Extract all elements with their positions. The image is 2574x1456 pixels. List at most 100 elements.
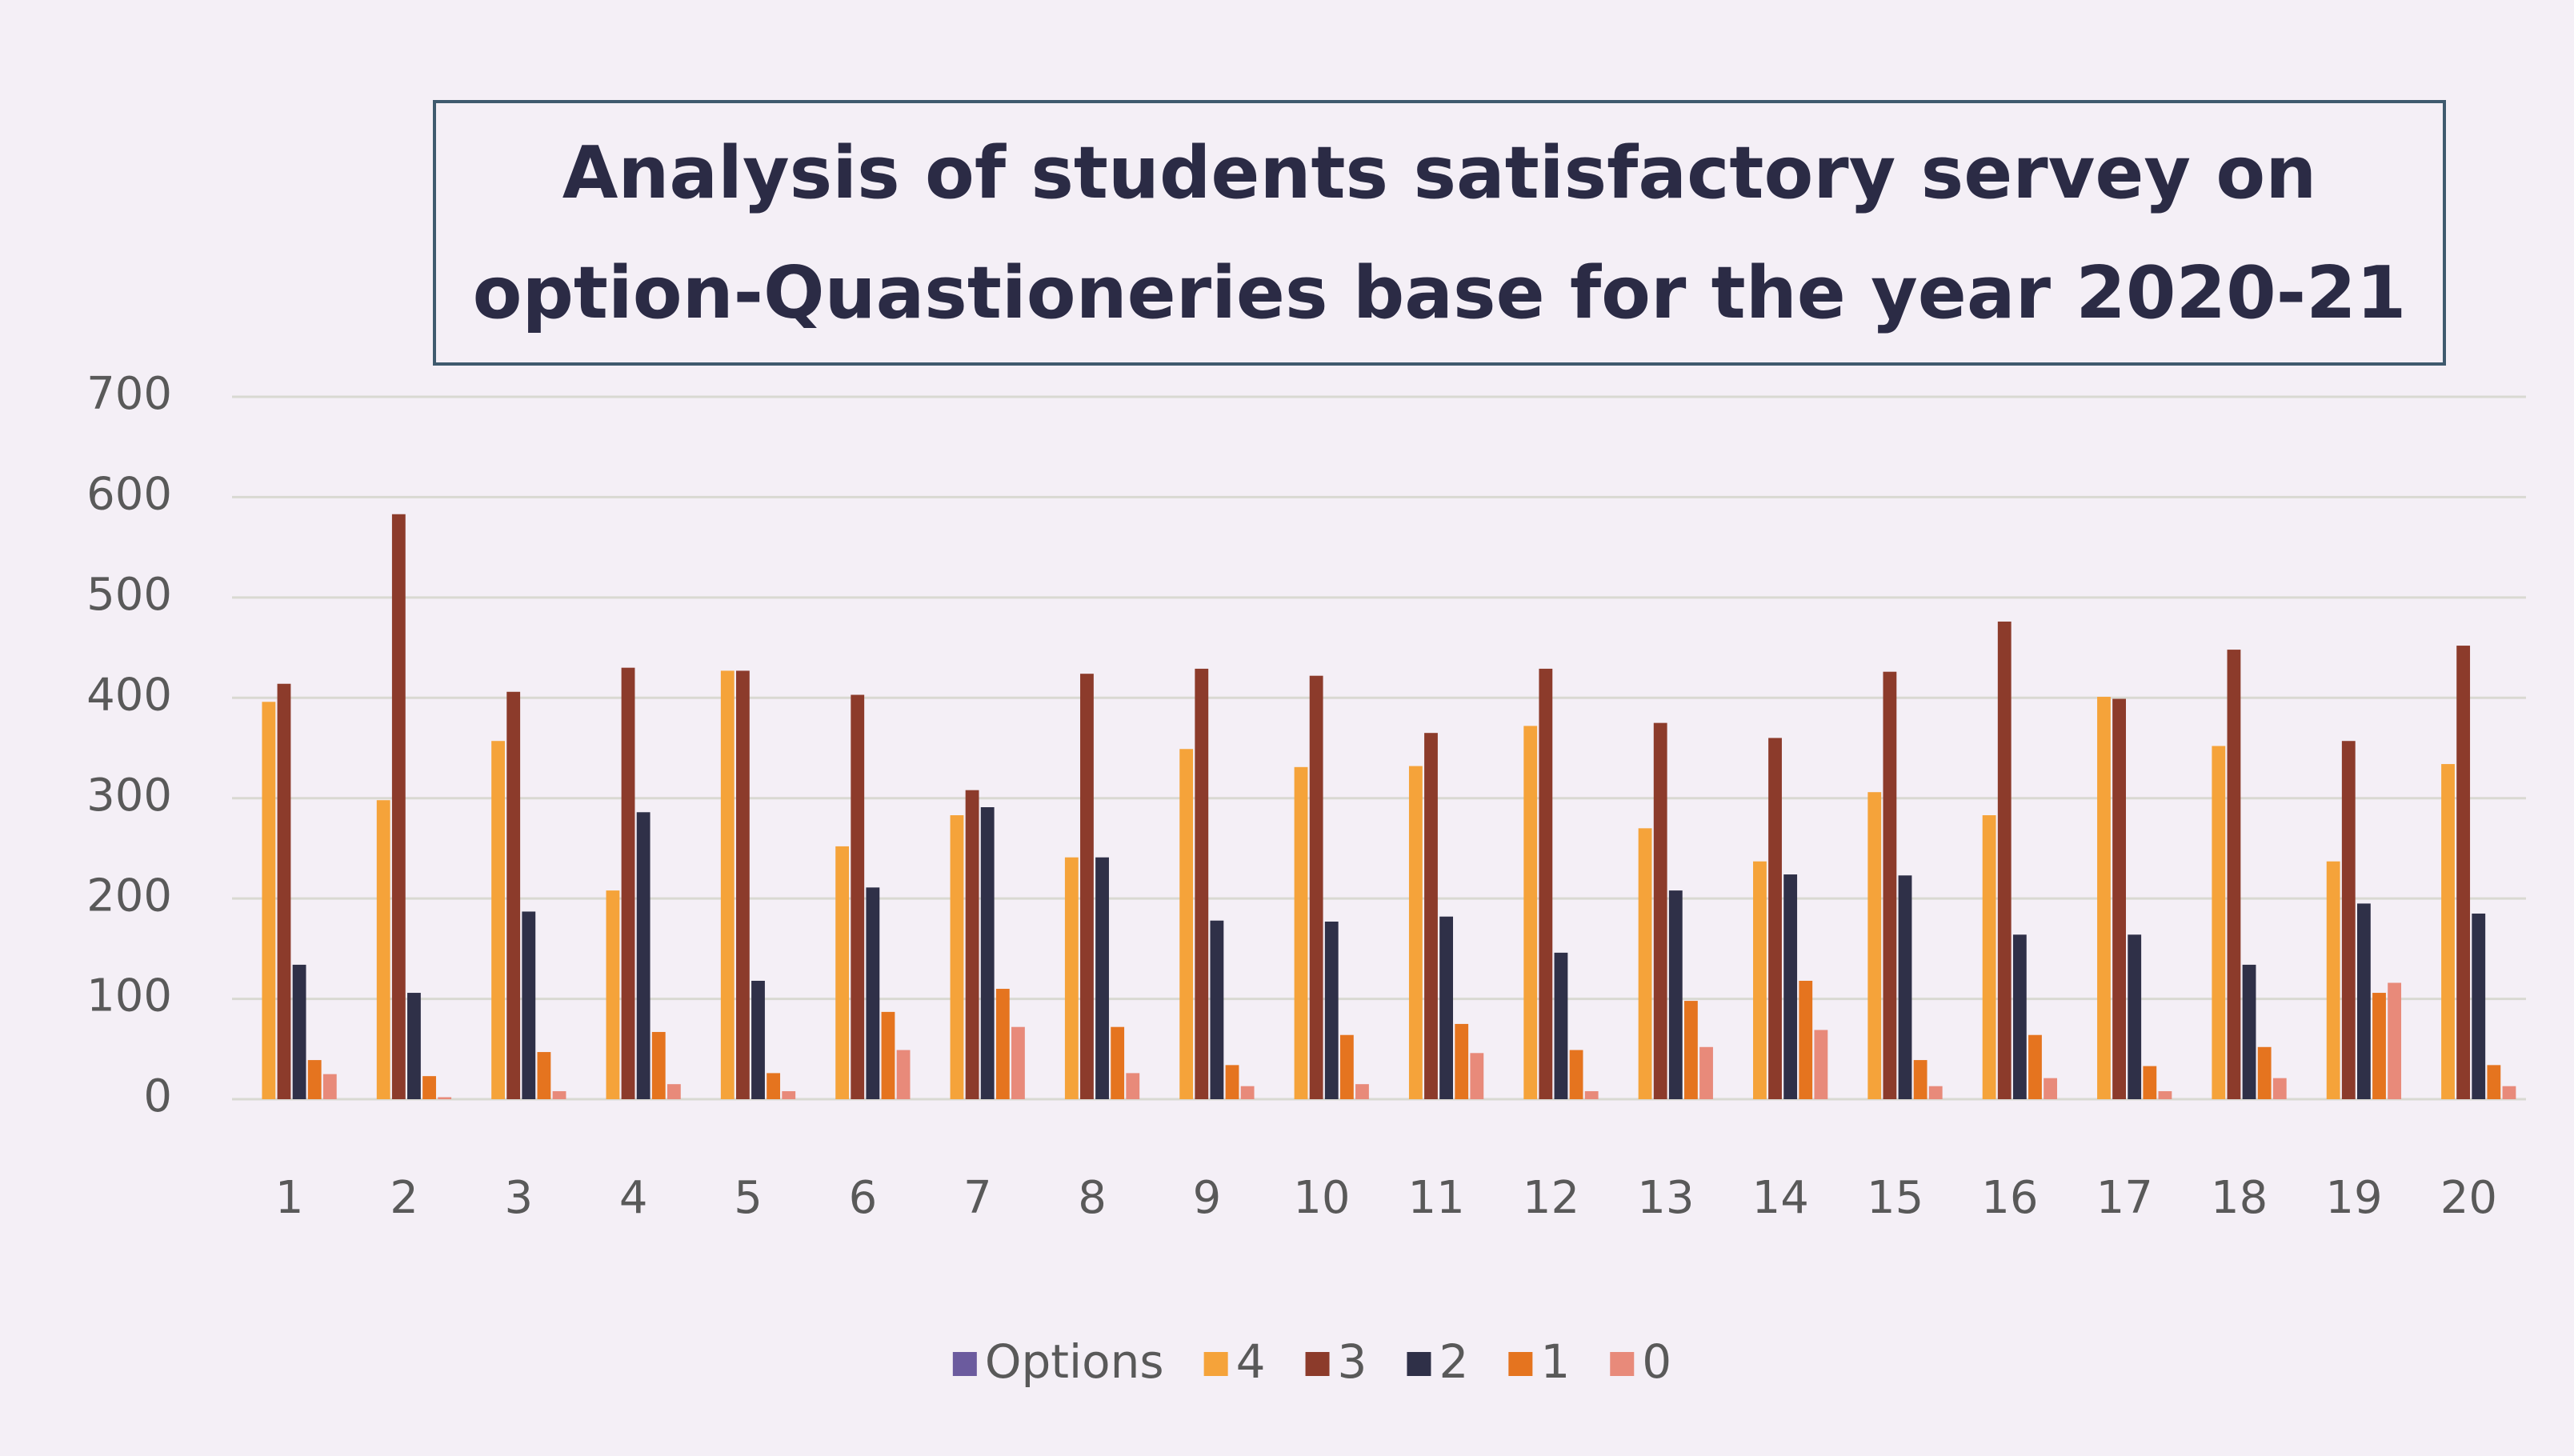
bar <box>2028 1034 2042 1099</box>
bar <box>2472 913 2486 1099</box>
bar <box>1080 674 1094 1099</box>
x-tick-label: 15 <box>1867 1172 1923 1224</box>
bar <box>1408 766 1423 1099</box>
bar <box>1584 1090 1599 1099</box>
bar <box>1799 980 1813 1099</box>
bar <box>1523 726 1538 1099</box>
bar <box>1539 668 1553 1099</box>
y-tick-label: 400 <box>86 669 172 721</box>
bar <box>1126 1073 1140 1099</box>
bar <box>2128 934 2142 1099</box>
bar <box>782 1090 796 1099</box>
bar <box>995 989 1010 1099</box>
bar <box>1554 952 1568 1099</box>
legend-label: Options <box>985 1334 1164 1389</box>
legend-swatch <box>1203 1352 1228 1376</box>
bar <box>1883 671 1897 1099</box>
x-tick-label: 19 <box>2325 1172 2382 1224</box>
bar <box>522 911 536 1099</box>
bar <box>2212 746 2226 1099</box>
bar <box>1867 792 1882 1099</box>
x-tick-label: 2 <box>390 1172 418 1224</box>
y-tick-label: 700 <box>86 368 172 420</box>
bar <box>391 514 406 1099</box>
bar <box>1225 1065 1239 1099</box>
bar <box>1179 749 1194 1099</box>
bar <box>651 1031 666 1099</box>
bar <box>322 1074 337 1099</box>
bar <box>1814 1030 1828 1099</box>
y-tick-label: 500 <box>86 569 172 621</box>
bar <box>2272 1078 2287 1099</box>
y-tick-label: 300 <box>86 770 172 822</box>
x-tick-label: 1 <box>275 1172 304 1224</box>
y-tick-label: 0 <box>143 1070 172 1122</box>
x-tick-label: 9 <box>1193 1172 1222 1224</box>
x-tick-label: 14 <box>1752 1172 1809 1224</box>
legend-swatch <box>1305 1352 1330 1376</box>
bar <box>376 800 390 1099</box>
bar <box>277 683 291 1099</box>
bar <box>1309 675 1323 1099</box>
y-tick-label: 600 <box>86 469 172 521</box>
legend-swatch <box>1407 1352 1431 1376</box>
bar <box>2456 646 2471 1099</box>
bar <box>1111 1026 1125 1099</box>
bar <box>1997 621 2012 1099</box>
x-tick-label: 12 <box>1523 1172 1579 1224</box>
bar <box>896 1050 911 1099</box>
bar <box>2487 1065 2501 1099</box>
bar <box>1339 1034 1354 1099</box>
y-tick-label: 200 <box>86 870 172 922</box>
chart-title: option-Quastioneries base for the year 2… <box>473 251 2407 335</box>
bar <box>1684 1001 1698 1099</box>
bar <box>506 691 521 1099</box>
bar <box>1638 828 1652 1099</box>
x-tick-label: 7 <box>963 1172 992 1224</box>
bar <box>2257 1046 2272 1099</box>
x-tick-label: 8 <box>1078 1172 1107 1224</box>
bar <box>2502 1086 2516 1099</box>
bar <box>2097 697 2111 1099</box>
bar <box>1210 920 1224 1099</box>
bar <box>2326 861 2340 1099</box>
bar <box>1470 1053 1484 1099</box>
bar <box>1355 1084 1369 1099</box>
title-box <box>433 100 2446 366</box>
bar <box>1753 861 1767 1099</box>
bar <box>2372 993 2386 1099</box>
bar <box>307 1060 322 1099</box>
legend-swatch <box>952 1352 977 1376</box>
bar <box>1195 668 1209 1099</box>
bar <box>1768 738 1782 1099</box>
bar <box>2143 1066 2157 1099</box>
bar <box>1439 916 1454 1099</box>
bar <box>1783 874 1798 1099</box>
bar <box>751 980 765 1099</box>
bar <box>965 790 979 1099</box>
bar <box>2227 650 2241 1099</box>
bar <box>1294 766 1308 1099</box>
bar <box>1982 815 1996 1099</box>
bar <box>2112 698 2126 1099</box>
bar <box>621 667 635 1099</box>
bar <box>735 670 750 1099</box>
bar <box>1455 1023 1469 1099</box>
x-tick-label: 20 <box>2440 1172 2497 1224</box>
bar <box>1324 921 1339 1099</box>
bar <box>851 694 865 1099</box>
legend-label: 2 <box>1439 1334 1468 1389</box>
bar <box>407 993 421 1099</box>
bar <box>2012 934 2027 1099</box>
x-tick-label: 10 <box>1293 1172 1350 1224</box>
bar <box>422 1076 436 1099</box>
x-tick-label: 4 <box>619 1172 648 1224</box>
bar <box>2158 1090 2172 1099</box>
legend-swatch <box>1508 1352 1533 1376</box>
bar <box>667 1084 681 1099</box>
bar <box>1928 1086 1943 1099</box>
x-tick-label: 17 <box>2096 1172 2153 1224</box>
bar <box>1569 1050 1583 1099</box>
bar <box>1011 1026 1025 1099</box>
